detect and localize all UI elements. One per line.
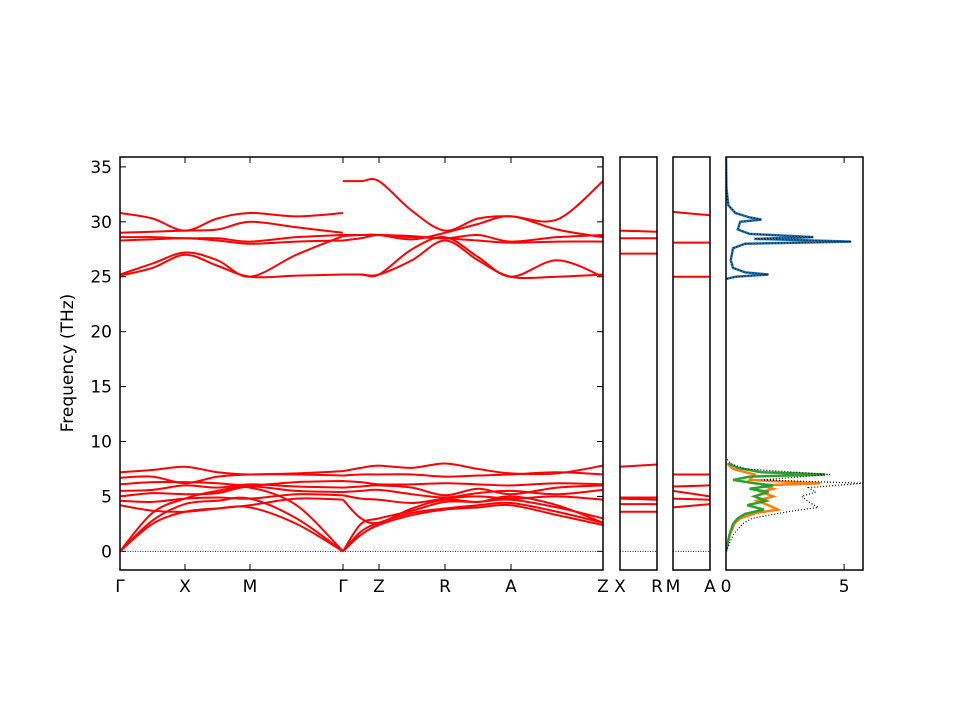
band [620, 497, 657, 501]
x-tick-label: R [439, 577, 451, 597]
band [120, 237, 344, 245]
x-tick-label: R [651, 577, 663, 597]
band [620, 463, 657, 468]
y-tick-label: 30 [90, 213, 112, 233]
x-tick-label: Γ [115, 577, 125, 597]
band [120, 473, 344, 485]
band [120, 485, 344, 553]
y-tick-label: 15 [90, 378, 112, 398]
band [342, 503, 603, 553]
band [120, 253, 344, 279]
y-tick-label: 25 [90, 268, 112, 288]
band [120, 235, 344, 278]
x-tick-label: Z [373, 577, 385, 597]
y-tick-label: 5 [101, 487, 112, 507]
panel-frame [672, 156, 711, 571]
band [673, 489, 710, 498]
dos-curve [726, 462, 821, 552]
x-tick-label: X [614, 577, 626, 597]
y-tick-label: 0 [101, 542, 112, 562]
band [342, 494, 603, 504]
band [342, 484, 603, 497]
x-tick-label: A [505, 577, 517, 597]
dos-curve [726, 157, 852, 281]
x-tick-label: Z [597, 577, 609, 597]
panel-frame [119, 156, 604, 571]
band [342, 215, 603, 241]
band [342, 488, 603, 499]
band [120, 212, 344, 232]
band [120, 493, 344, 503]
band [120, 497, 344, 513]
band [342, 462, 603, 476]
band [120, 485, 344, 498]
band [673, 210, 710, 217]
x-tick-label: 0 [721, 577, 732, 597]
y-tick-label: 20 [90, 323, 112, 343]
band [120, 465, 344, 476]
band [673, 497, 710, 501]
x-tick-label: A [704, 577, 716, 597]
dos-curve [726, 462, 826, 552]
band [120, 483, 344, 492]
band [342, 495, 603, 525]
x-tick-label: 5 [839, 577, 850, 597]
band [343, 236, 603, 278]
band [673, 503, 710, 509]
band [120, 496, 344, 553]
band [620, 229, 657, 233]
x-tick-label: X [179, 577, 191, 597]
panel-frame [725, 156, 864, 571]
band [342, 480, 603, 487]
y-axis-label: Frequency (THz) [58, 294, 78, 433]
band [343, 177, 603, 232]
x-tick-label: Γ [338, 577, 348, 597]
band [342, 471, 603, 478]
y-tick-label: 10 [90, 432, 112, 452]
band [342, 501, 603, 553]
x-tick-label: M [666, 577, 681, 597]
panel-frame [619, 156, 658, 571]
band [120, 480, 344, 487]
band [120, 233, 344, 243]
band [673, 484, 710, 488]
y-tick-label: 35 [90, 158, 112, 178]
band [120, 220, 344, 234]
x-tick-label: M [243, 577, 258, 597]
